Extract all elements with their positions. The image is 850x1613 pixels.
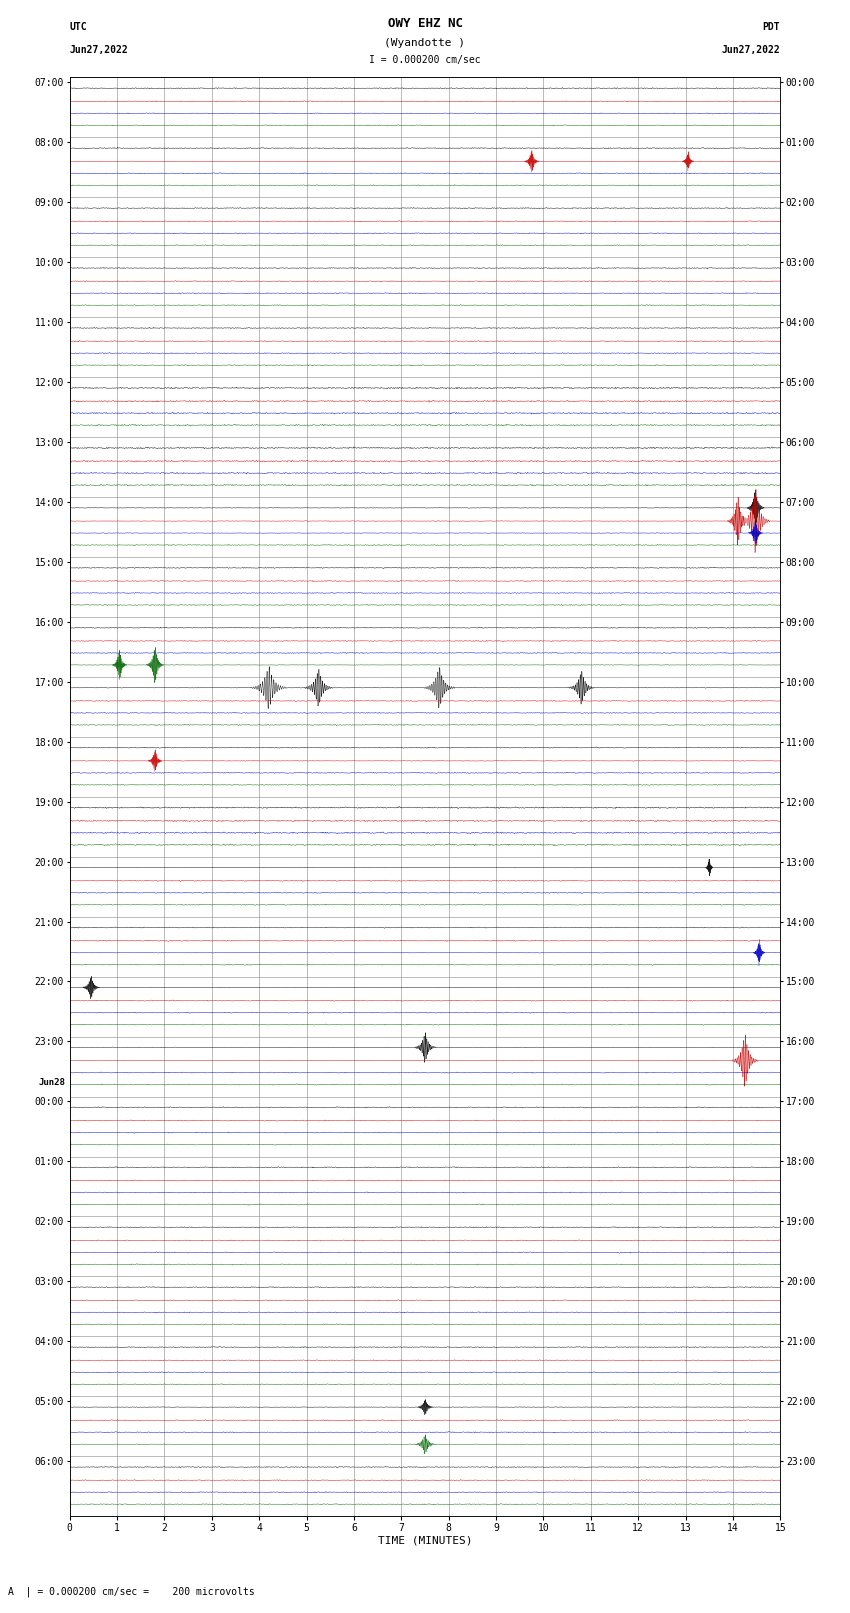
Text: UTC: UTC <box>70 23 88 32</box>
Text: Jun27,2022: Jun27,2022 <box>722 45 780 55</box>
Text: I = 0.000200 cm/sec: I = 0.000200 cm/sec <box>369 55 481 66</box>
Text: Jun28: Jun28 <box>38 1077 65 1087</box>
X-axis label: TIME (MINUTES): TIME (MINUTES) <box>377 1536 473 1545</box>
Text: (Wyandotte ): (Wyandotte ) <box>384 37 466 47</box>
Text: OWY EHZ NC: OWY EHZ NC <box>388 16 462 29</box>
Text: Jun27,2022: Jun27,2022 <box>70 45 128 55</box>
Text: A  | = 0.000200 cm/sec =    200 microvolts: A | = 0.000200 cm/sec = 200 microvolts <box>8 1586 255 1597</box>
Text: PDT: PDT <box>762 23 780 32</box>
